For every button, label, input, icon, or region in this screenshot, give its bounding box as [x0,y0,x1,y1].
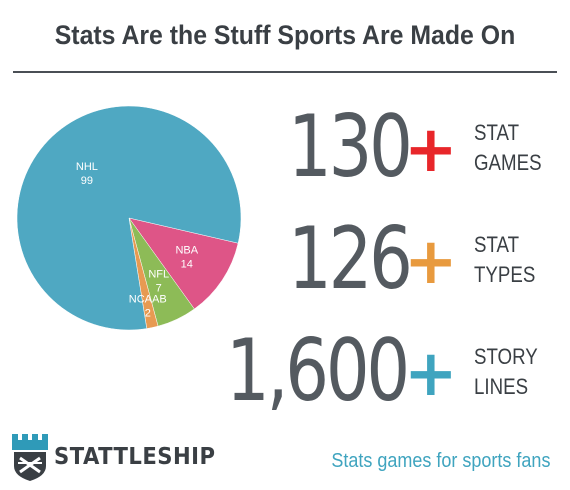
stat-label-types-line1: STAT [474,232,520,257]
stat-number-stories: 1,600 [226,321,410,421]
pie-value-nhl: 99 [81,175,93,187]
pie-value-nba: 14 [181,258,193,270]
stat-number-games: 130 [288,97,413,197]
pie-slice-nhl [16,105,242,331]
pie-slice-nba [128,217,239,310]
pie-label-ncaab: NCAAB [129,294,167,306]
castle-shield-icon [12,434,48,481]
stat-plus-games: + [404,113,458,187]
stat-label-games-line1: STAT [474,120,520,145]
pie-value-ncaab: 2 [145,308,151,320]
brand-name: STATTLESHIP [54,444,216,470]
pie-label-nhl: NHL [76,161,98,173]
stat-number-types: 126 [288,209,413,309]
stat-plus-stories: + [404,337,458,411]
stat-label-stories-line1: STORY [474,344,538,369]
pie-value-nfl: 7 [156,283,162,295]
pie-label-nfl: NFL [148,269,169,281]
page-title: Stats Are the Stuff Sports Are Made On [54,20,516,50]
title-divider [13,71,557,73]
stat-label-stories-line2: LINES [474,374,529,399]
stat-plus-types: + [404,225,458,299]
stat-label-types: STAT TYPES [474,230,535,290]
stat-label-types-line2: TYPES [474,262,536,287]
stat-label-games: STAT GAMES [474,118,542,178]
stat-label-games-line2: GAMES [474,150,542,175]
tagline: Stats games for sports fans [330,450,550,472]
stat-label-stories: STORY LINES [474,342,538,402]
pie-label-nba: NBA [175,244,198,256]
